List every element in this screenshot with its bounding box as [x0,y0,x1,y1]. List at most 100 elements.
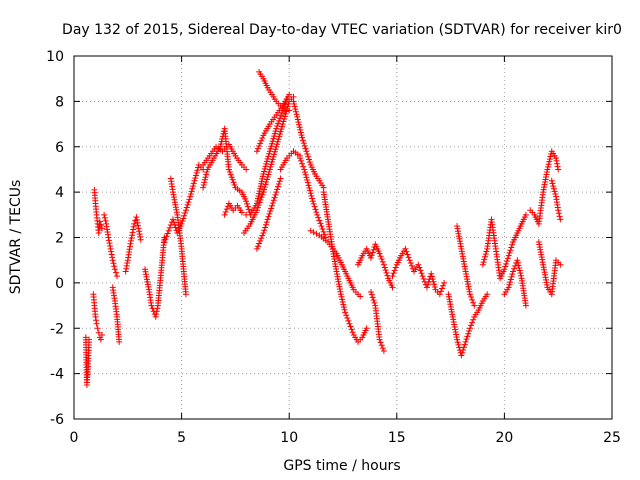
data-point [264,216,271,223]
data-point [281,116,288,123]
data-point [269,200,276,207]
data-point [339,296,346,303]
data-point [344,315,351,322]
data-point [169,216,176,223]
series-s29 [527,148,562,227]
data-point [302,171,309,178]
data-point [367,288,374,295]
data-point [256,142,263,149]
series-s3 [91,186,105,236]
data-point [221,211,228,218]
data-point [256,199,263,206]
series-s24 [389,245,448,298]
data-point [454,336,461,343]
data-point [419,273,426,280]
x-tick-label: 20 [495,430,513,446]
data-point [516,264,523,271]
data-point [466,325,473,332]
data-point [463,336,470,343]
data-point [189,185,196,192]
data-point [417,267,424,274]
data-point [203,171,210,178]
data-point [296,121,303,128]
data-point [273,189,280,196]
data-point [268,161,275,168]
data-point [201,176,208,183]
data-point [123,265,130,272]
data-point [154,305,161,312]
data-point [258,235,265,242]
data-point [254,204,261,211]
data-point [190,183,197,190]
data-point [468,322,475,329]
data-point [306,184,313,191]
data-point [391,267,398,274]
x-tick-label: 5 [177,430,186,446]
data-point [284,103,291,110]
data-point [130,226,137,233]
data-point [299,160,306,167]
data-point [109,257,116,264]
series-s15 [256,68,293,114]
data-point [131,220,138,227]
data-point [268,140,275,147]
series-s31 [548,177,564,223]
data-point [516,267,523,274]
data-point [337,291,344,298]
data-point [270,197,277,204]
data-point [133,214,140,221]
data-point [549,180,556,187]
series-s12 [221,200,250,218]
data-point [508,244,515,251]
data-point [405,254,412,261]
data-point [194,167,201,174]
data-point [505,284,512,291]
data-point [193,169,200,176]
data-point [438,285,445,292]
data-point [110,260,117,267]
data-point [180,215,187,222]
data-point [259,191,266,198]
data-point [482,253,489,260]
data-point [93,317,100,324]
data-point [97,222,104,229]
data-point [510,268,517,275]
data-point [518,272,525,279]
data-point [357,293,364,300]
data-point [464,333,471,340]
data-point [503,258,510,265]
data-point [345,317,352,324]
data-point [382,267,389,274]
data-point [294,113,301,120]
data-point [274,123,281,130]
data-point [507,276,514,283]
data-point [126,243,133,250]
data-point [314,211,321,218]
data-point [188,188,195,195]
data-point [321,231,328,238]
data-point [469,296,476,303]
data-point [277,128,284,135]
data-point [268,158,275,165]
data-point [503,260,510,267]
x-tick-label: 15 [388,430,406,446]
data-point [122,268,129,275]
data-point [484,291,491,298]
data-point [94,325,101,332]
data-point [254,145,261,152]
data-point [406,257,413,264]
data-point [273,125,280,132]
data-point [555,166,562,173]
series-s23 [367,288,387,354]
data-point [440,282,447,289]
data-point [276,117,283,124]
data-point [136,231,143,238]
data-point [508,273,515,280]
y-tick-label: 4 [55,185,64,201]
data-point [262,181,269,188]
data-point [302,145,309,152]
data-point [346,320,353,327]
data-point [136,228,143,235]
data-point [295,119,302,126]
data-point [338,293,345,300]
